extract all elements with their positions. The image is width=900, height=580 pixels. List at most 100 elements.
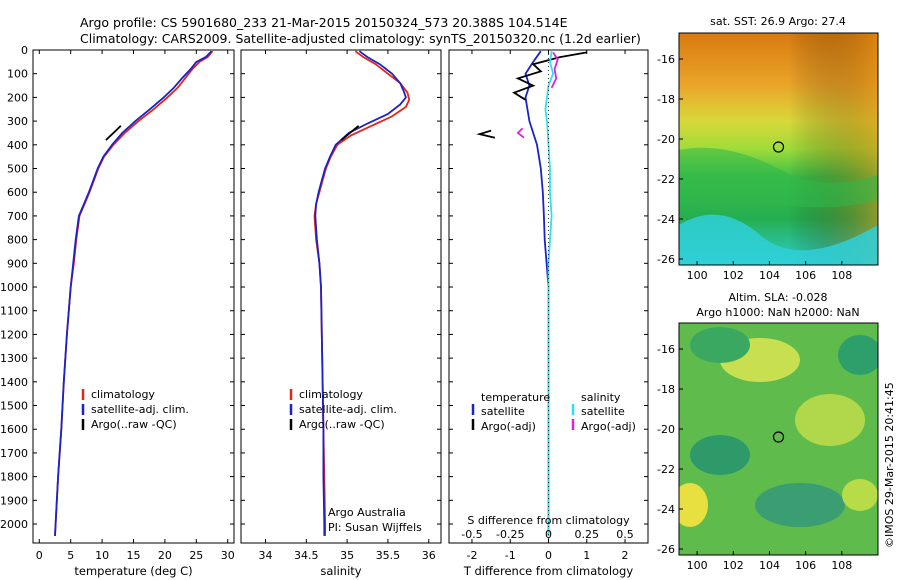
y-tick-label: 1000 xyxy=(0,281,28,294)
map-x-tick-label: 104 xyxy=(759,559,780,572)
map-y-tick-label: -16 xyxy=(657,343,675,356)
x-tick-label: 35.5 xyxy=(376,549,401,562)
legend-label: climatology xyxy=(299,388,363,401)
map-x-tick-label: 108 xyxy=(831,559,852,572)
x-tick-label: 34 xyxy=(258,549,272,562)
map-x-tick-label: 100 xyxy=(687,559,708,572)
y-tick-label: 2000 xyxy=(0,518,28,531)
x-tick-label: 5 xyxy=(67,549,74,562)
series-line-t-argo xyxy=(512,51,587,101)
salinity-panel: 34 34.5 35 35.5 36 salinity climatology satelli… xyxy=(240,49,442,578)
map-y-tick-label: -20 xyxy=(657,423,675,436)
x-axis-label: temperature (deg C) xyxy=(74,564,192,578)
sst-green-tongue xyxy=(679,147,878,208)
difference-panel: -2 -1 0 1 2 T difference from climatology temp… xyxy=(448,49,649,578)
header-line1: Argo profile: CS 5901680_233 21-Mar-2015… xyxy=(80,15,568,30)
x-tick-label: 35 xyxy=(340,549,354,562)
y-tick-label: 800 xyxy=(7,234,28,247)
sla-low-1 xyxy=(690,435,750,475)
legend-label: climatology xyxy=(91,388,155,401)
x-tick-label: 2 xyxy=(622,549,629,562)
y-tick-label: 1100 xyxy=(0,305,28,318)
x-tick-label: 0 xyxy=(545,549,552,562)
legend-label: satellite xyxy=(581,405,625,418)
x-tick-label: 36 xyxy=(422,549,436,562)
x-tick-label: 25 xyxy=(189,549,203,562)
y-tick-label: 200 xyxy=(7,91,28,104)
legend-label: Argo(..raw -QC) xyxy=(299,418,385,431)
y-tick-label: 1700 xyxy=(0,447,28,460)
x-tick-label: 34.5 xyxy=(294,549,319,562)
legend-label: Argo(..raw -QC) xyxy=(91,418,177,431)
y-tick-label: 1200 xyxy=(0,328,28,341)
series-line-s-argo xyxy=(550,51,559,89)
series-line-satellite xyxy=(54,50,213,536)
map-y-tick-label: -24 xyxy=(657,213,675,226)
footer-stamp: ©IMOS 29-Mar-2015 20:41:45 xyxy=(883,382,896,548)
y-tick-label: 700 xyxy=(7,210,28,223)
map-y-tick-label: -22 xyxy=(657,463,675,476)
y-tick-label: 900 xyxy=(7,257,28,270)
series-line-climatology xyxy=(54,50,214,536)
map-y-tick-label: -24 xyxy=(657,503,675,516)
x-axis-label: T difference from climatology xyxy=(463,564,634,578)
legend-temp-heading: temperature xyxy=(481,391,550,404)
sla-map-title: Altim. SLA: -0.028 xyxy=(728,291,827,304)
sst-argo-marker xyxy=(772,141,785,153)
map-y-tick-label: -16 xyxy=(657,53,675,66)
sst-cool-tongue xyxy=(679,214,878,265)
map-y-tick-label: -18 xyxy=(657,383,675,396)
map-y-tick-label: -26 xyxy=(657,253,675,266)
x-tick-label-top: 0.25 xyxy=(575,528,600,541)
temperature-panel: 0100200300400500600700800900100011001200… xyxy=(0,44,235,578)
map-x-tick-label: 108 xyxy=(831,269,852,282)
y-tick-label: 1600 xyxy=(0,423,28,436)
x-tick-label-top: 0 xyxy=(545,528,552,541)
x-tick-label: -2 xyxy=(466,549,477,562)
y-tick-label: 400 xyxy=(7,139,28,152)
sla-map: Altim. SLA: -0.028 Argo h1000: NaN h2000… xyxy=(657,291,879,572)
map-x-tick-label: 106 xyxy=(795,269,816,282)
x-axis-label: salinity xyxy=(320,564,361,578)
legend-label: satellite-adj. clim. xyxy=(299,403,397,416)
map-y-tick-label: -20 xyxy=(657,133,675,146)
sst-map: sat. SST: 26.9 Argo: 27.4 100 102 104 106 10… xyxy=(657,15,879,282)
x-tick-label-top: -0.25 xyxy=(496,528,524,541)
legend-label: satellite xyxy=(481,405,525,418)
y-tick-label: 1800 xyxy=(0,471,28,484)
x-tick-label: 15 xyxy=(127,549,141,562)
map-y-tick-label: -22 xyxy=(657,173,675,186)
note-line-1: Argo Australia xyxy=(328,506,406,519)
x-tick-label: 1 xyxy=(583,549,590,562)
series-line-satellite xyxy=(314,50,407,536)
x-tick-label: 20 xyxy=(158,549,172,562)
series-line-argo xyxy=(105,125,122,141)
series-line-t-satellite xyxy=(524,50,550,536)
legend-label: satellite-adj. clim. xyxy=(91,403,189,416)
sla-low-3 xyxy=(838,335,878,375)
map-x-tick-label: 104 xyxy=(759,269,780,282)
map-y-tick-label: -26 xyxy=(657,543,675,556)
sla-map-subtitle: Argo h1000: NaN h2000: NaN xyxy=(696,306,859,319)
sla-high-5 xyxy=(842,479,878,511)
sla-high-3 xyxy=(795,394,865,446)
x-tick-label-top: 0.5 xyxy=(616,528,634,541)
map-y-tick-label: -18 xyxy=(657,93,675,106)
map-x-tick-label: 102 xyxy=(723,559,744,572)
series-line-climatology xyxy=(313,50,411,536)
y-tick-label: 1400 xyxy=(0,376,28,389)
sst-map-title: sat. SST: 26.9 Argo: 27.4 xyxy=(710,15,846,28)
series-line-t-argo-upper xyxy=(476,129,496,139)
y-tick-label: 1500 xyxy=(0,400,28,413)
note-line-2: PI: Susan Wijffels xyxy=(328,521,422,534)
map-x-tick-label: 100 xyxy=(687,269,708,282)
y-tick-label: 1300 xyxy=(0,352,28,365)
x-tick-label: 30 xyxy=(221,549,235,562)
y-tick-label: 300 xyxy=(7,115,28,128)
x-tick-label-top: -0.5 xyxy=(461,528,482,541)
legend-sal-heading: salinity xyxy=(581,391,621,404)
header-line2: Climatology: CARS2009. Satellite-adjuste… xyxy=(80,31,641,46)
y-tick-label: 0 xyxy=(21,44,28,57)
series-line-s-argo-upper xyxy=(516,127,525,139)
